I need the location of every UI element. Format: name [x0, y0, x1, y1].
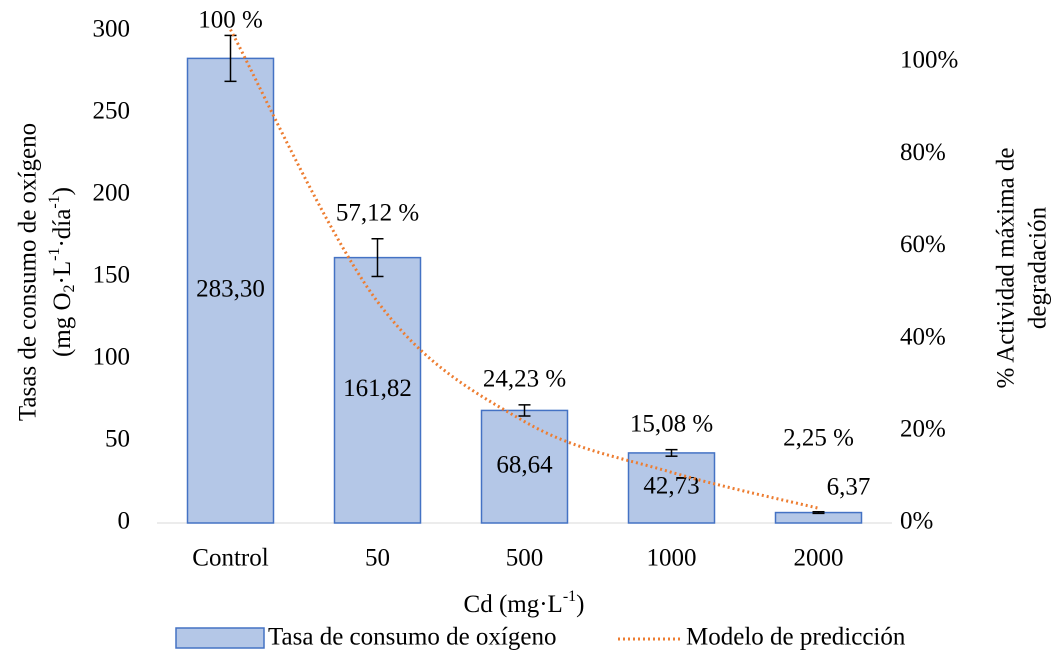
data-label: 68,64 — [496, 451, 553, 478]
annotation: 24,23 % — [483, 366, 566, 393]
y-tick-label: 200 — [93, 180, 131, 207]
y-axis-title-part: (mg O — [49, 292, 76, 357]
y-tick-label: 300 — [93, 16, 131, 43]
y-axis-title-sup: -1 — [46, 248, 63, 261]
y-tick-label: 0 — [118, 508, 131, 535]
y-axis-title: (mg O2·L-1·día-1) — [46, 187, 78, 357]
annotation: 57,12 % — [336, 199, 419, 226]
x-axis-title: Cd (mg·L-1) — [464, 588, 585, 618]
y-axis-title-part: ) — [49, 187, 76, 195]
data-label: 161,82 — [343, 375, 412, 402]
trend-line — [229, 28, 819, 510]
legend-label: Tasa de consumo de oxígeno — [268, 624, 556, 651]
y2-tick-label: 60% — [900, 231, 946, 258]
x-axis-title-sup: -1 — [563, 588, 576, 605]
x-axis-title-part: Cd (mg·L — [464, 591, 563, 618]
y-tick-label: 150 — [93, 262, 131, 289]
x-axis-title-part: ) — [576, 591, 584, 618]
y-axis-title-sub: 2 — [61, 284, 78, 292]
data-label: 283,30 — [196, 275, 265, 302]
legend-label: Modelo de predicción — [686, 624, 906, 651]
x-tick-label: Control — [192, 545, 268, 572]
y2-tick-label: 20% — [900, 416, 946, 443]
y-axis-title-sup: -1 — [46, 195, 63, 208]
y2-tick-label: 100% — [900, 47, 958, 74]
y2-axis-title: % Actividad máxima de — [993, 148, 1020, 389]
x-tick-label: 2000 — [794, 545, 844, 572]
annotation: 15,08 % — [630, 410, 713, 437]
y-tick-label: 100 — [93, 344, 131, 371]
bar — [627, 452, 716, 524]
annotation: 2,25 % — [783, 425, 854, 452]
y-tick-label: 50 — [105, 426, 130, 453]
y-axis-title: Tasas de consumo de oxígeno — [15, 123, 42, 421]
y2-tick-label: 80% — [900, 139, 946, 166]
x-tick-label: 50 — [365, 545, 390, 572]
y-tick-label: 250 — [93, 98, 131, 125]
y2-axis-title: degradación — [1025, 206, 1052, 329]
data-label: 42,73 — [643, 473, 699, 500]
y2-tick-label: 40% — [900, 323, 946, 350]
x-tick-label: 1000 — [647, 545, 697, 572]
legend-swatch — [175, 627, 265, 649]
bar — [333, 256, 422, 524]
data-label: 6,37 — [827, 473, 871, 500]
y-axis-title-part: ·L — [49, 261, 76, 285]
x-tick-label: 500 — [506, 545, 544, 572]
y-axis-title-part: ·día — [49, 209, 76, 248]
y2-tick-label: 0% — [900, 508, 933, 535]
bar — [480, 409, 569, 524]
bar — [186, 57, 275, 524]
annotation: 100 % — [198, 7, 263, 34]
